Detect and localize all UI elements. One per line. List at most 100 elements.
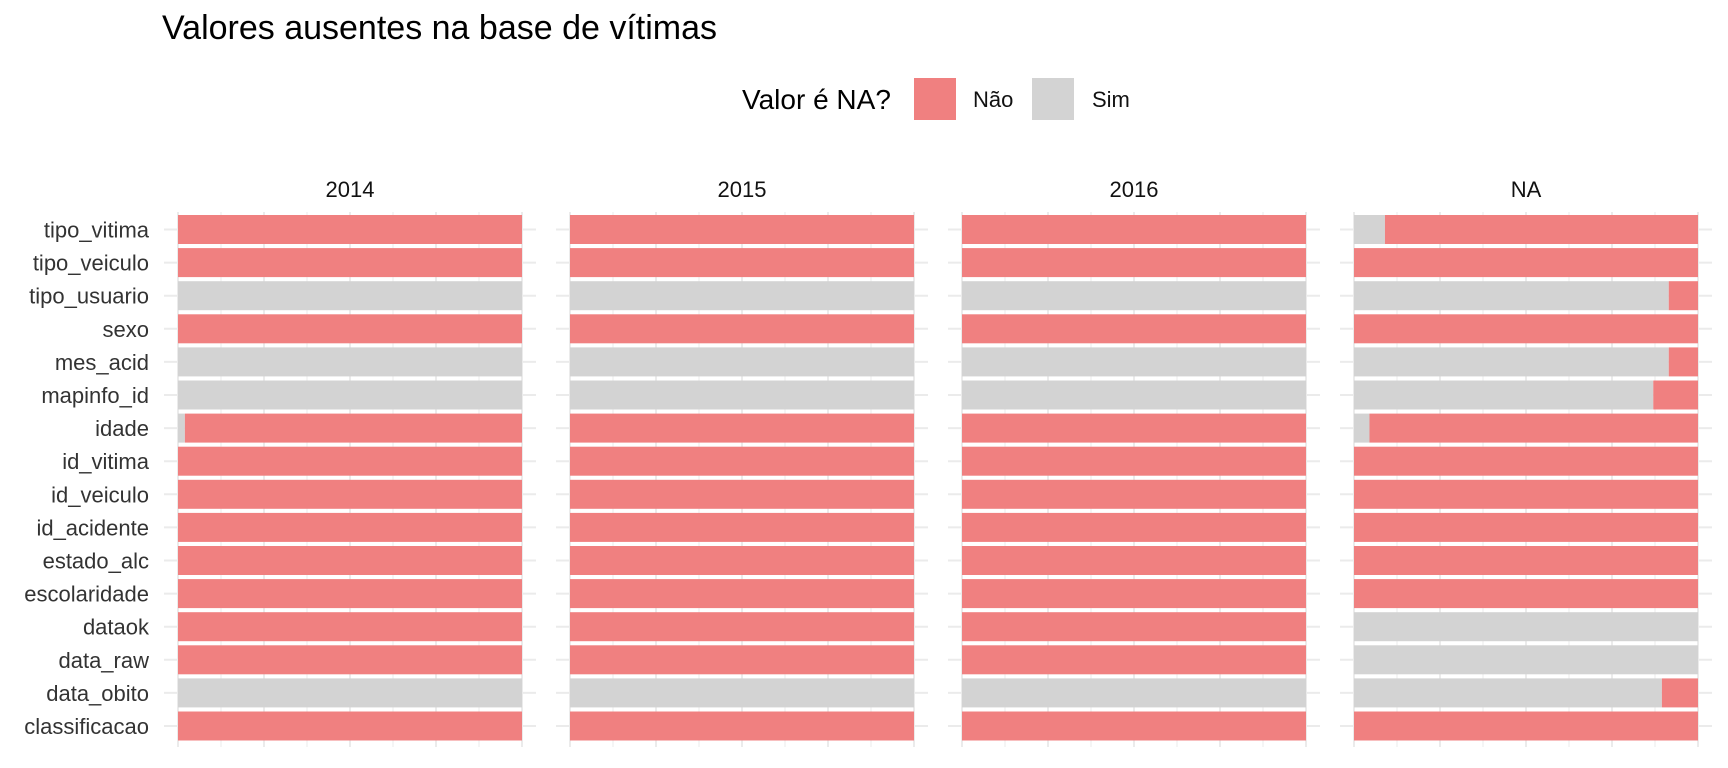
y-label-id_vitima: id_vitima	[62, 449, 150, 474]
legend-swatch-sim	[1032, 78, 1074, 120]
bar-sim-2015-mapinfo_id	[570, 380, 914, 410]
bar-sim-NA-data_raw	[1354, 645, 1698, 675]
bar-nao-2014-idade	[184, 413, 522, 443]
facet-panel-NA: NA	[1340, 177, 1712, 747]
bar-nao-2014-estado_alc	[178, 546, 522, 575]
facet-panel-2014: 2014	[164, 177, 536, 747]
bar-sim-2016-data_obito	[962, 678, 1306, 708]
bar-sim-2016-mes_acid	[962, 347, 1306, 377]
y-label-escolaridade: escolaridade	[24, 582, 149, 607]
bar-nao-2016-escolaridade	[962, 579, 1306, 609]
bar-nao-2016-tipo_vitima	[962, 215, 1306, 244]
bar-nao-2016-id_vitima	[962, 446, 1306, 476]
bar-nao-2014-sexo	[178, 314, 522, 344]
bar-nao-NA-idade	[1369, 413, 1698, 443]
bar-sim-2014-mapinfo_id	[178, 380, 522, 410]
facet-panel-2016: 2016	[948, 177, 1320, 747]
y-label-tipo_veiculo: tipo_veiculo	[33, 251, 149, 276]
y-label-tipo_usuario: tipo_usuario	[29, 284, 149, 309]
bar-nao-2015-id_vitima	[570, 446, 914, 476]
bar-nao-2016-id_veiculo	[962, 479, 1306, 509]
facet-label-2015: 2015	[718, 177, 767, 202]
bar-nao-2014-id_acidente	[178, 512, 522, 542]
bar-sim-NA-idade	[1354, 413, 1370, 443]
bar-nao-2014-classificacao	[178, 711, 522, 741]
bar-nao-2016-estado_alc	[962, 546, 1306, 575]
bar-sim-2014-idade	[178, 413, 185, 443]
bar-nao-2014-id_vitima	[178, 446, 522, 476]
bar-nao-2016-classificacao	[962, 711, 1306, 741]
y-label-mapinfo_id: mapinfo_id	[41, 383, 149, 408]
bar-sim-NA-tipo_usuario	[1354, 281, 1669, 311]
legend-label-sim: Sim	[1092, 87, 1130, 112]
facet-label-NA: NA	[1511, 177, 1542, 202]
y-label-tipo_vitima: tipo_vitima	[44, 218, 150, 243]
legend-title: Valor é NA?	[742, 84, 891, 115]
y-label-mes_acid: mes_acid	[55, 350, 149, 375]
bar-nao-2016-sexo	[962, 314, 1306, 344]
bar-nao-2015-id_acidente	[570, 512, 914, 542]
bar-nao-2014-tipo_veiculo	[178, 248, 522, 278]
facet-panel-2015: 2015	[556, 177, 928, 747]
chart-title: Valores ausentes na base de vítimas	[162, 9, 717, 47]
bar-sim-2014-tipo_usuario	[178, 281, 522, 311]
bar-nao-NA-escolaridade	[1354, 579, 1698, 609]
facet-label-2014: 2014	[326, 177, 375, 202]
bar-sim-NA-tipo_vitima	[1354, 215, 1385, 244]
bar-nao-2015-idade	[570, 413, 914, 443]
bar-nao-2015-classificacao	[570, 711, 914, 741]
y-label-dataok: dataok	[83, 615, 150, 640]
bar-sim-2015-data_obito	[570, 678, 914, 708]
bar-nao-2015-data_raw	[570, 645, 914, 675]
bar-sim-NA-data_obito	[1354, 678, 1662, 708]
facet-label-2016: 2016	[1110, 177, 1159, 202]
bar-nao-NA-tipo_veiculo	[1354, 248, 1698, 278]
bar-nao-2015-tipo_veiculo	[570, 248, 914, 278]
bar-nao-2015-tipo_vitima	[570, 215, 914, 244]
bar-sim-2015-mes_acid	[570, 347, 914, 377]
bar-nao-2016-data_raw	[962, 645, 1306, 675]
bar-nao-2015-sexo	[570, 314, 914, 344]
y-label-data_obito: data_obito	[46, 681, 149, 706]
bar-nao-NA-mapinfo_id	[1653, 380, 1698, 410]
bar-nao-2014-dataok	[178, 612, 522, 642]
bar-sim-2016-mapinfo_id	[962, 380, 1306, 410]
bar-sim-NA-dataok	[1354, 612, 1698, 642]
bar-nao-NA-data_obito	[1661, 678, 1698, 708]
legend: Valor é NA? Não Sim	[742, 78, 1130, 120]
y-label-estado_alc: estado_alc	[43, 549, 149, 574]
legend-label-nao: Não	[973, 87, 1013, 112]
y-label-sexo: sexo	[103, 317, 149, 342]
bar-nao-NA-tipo_vitima	[1384, 215, 1698, 244]
bar-nao-2016-tipo_veiculo	[962, 248, 1306, 278]
bar-nao-2014-escolaridade	[178, 579, 522, 609]
bar-nao-2015-id_veiculo	[570, 479, 914, 509]
bar-nao-NA-estado_alc	[1354, 546, 1698, 575]
bar-nao-NA-id_vitima	[1354, 446, 1698, 476]
bar-nao-2014-data_raw	[178, 645, 522, 675]
bar-nao-2014-id_veiculo	[178, 479, 522, 509]
bar-nao-NA-classificacao	[1354, 711, 1698, 741]
y-label-classificacao: classificacao	[24, 714, 149, 739]
y-label-idade: idade	[95, 416, 149, 441]
bar-nao-2016-id_acidente	[962, 512, 1306, 542]
bar-nao-NA-id_acidente	[1354, 512, 1698, 542]
bar-nao-2015-dataok	[570, 612, 914, 642]
facet-panels: 2014 2015 2016 NA	[164, 177, 1712, 747]
legend-swatch-nao	[914, 78, 956, 120]
bar-nao-NA-sexo	[1354, 314, 1698, 344]
bar-sim-2014-mes_acid	[178, 347, 522, 377]
bar-sim-2014-data_obito	[178, 678, 522, 708]
bar-sim-NA-mes_acid	[1354, 347, 1669, 377]
bar-sim-NA-mapinfo_id	[1354, 380, 1654, 410]
bar-nao-2015-escolaridade	[570, 579, 914, 609]
y-label-id_acidente: id_acidente	[36, 515, 149, 540]
bar-nao-2016-dataok	[962, 612, 1306, 642]
bar-sim-2016-tipo_usuario	[962, 281, 1306, 311]
bar-nao-2015-estado_alc	[570, 546, 914, 575]
bar-nao-NA-tipo_usuario	[1668, 281, 1698, 311]
bar-sim-2015-tipo_usuario	[570, 281, 914, 311]
bar-nao-2016-idade	[962, 413, 1306, 443]
